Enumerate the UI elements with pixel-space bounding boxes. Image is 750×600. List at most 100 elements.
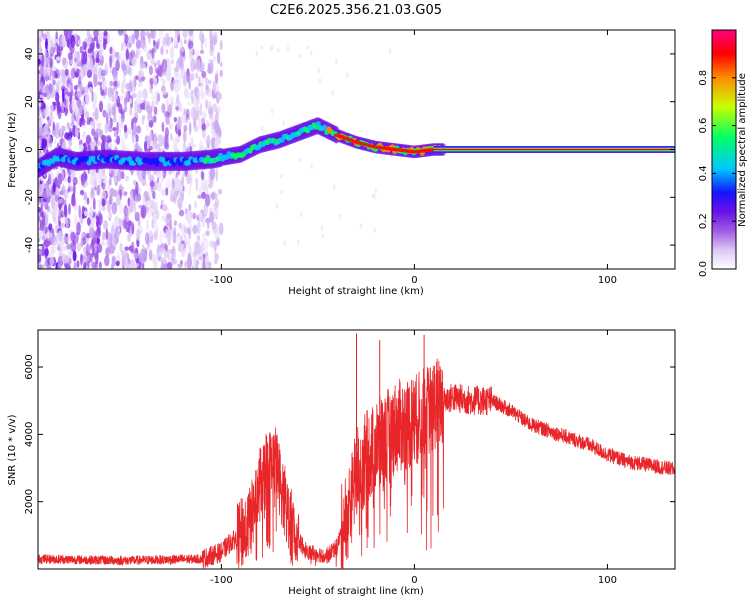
noise-blob [121, 110, 125, 123]
noise-blob [122, 66, 128, 76]
noise-blob [102, 109, 107, 118]
noise-blob [184, 260, 187, 269]
noise-blob [169, 96, 175, 103]
noise-blob [124, 34, 129, 44]
noise-blob [73, 261, 77, 269]
noise-blob [45, 52, 50, 60]
noise-blob [94, 108, 98, 120]
noise-blob [175, 233, 181, 246]
noise-blob [109, 243, 115, 255]
noise-blob [93, 72, 98, 83]
noise-blob [84, 173, 88, 181]
noise-blob [309, 50, 313, 56]
snr-ytick-label: 2000 [24, 489, 35, 514]
noise-blob [207, 79, 212, 85]
noise-blob [64, 108, 69, 114]
noise-blob [109, 55, 113, 68]
noise-blob [109, 187, 115, 197]
noise-blob [70, 67, 76, 79]
noise-blob [121, 254, 127, 268]
noise-blob [70, 198, 77, 207]
noise-blob [66, 243, 71, 250]
noise-blob [125, 221, 129, 233]
noise-blob [64, 133, 68, 140]
noise-blob [117, 30, 124, 36]
noise-blob [85, 134, 91, 145]
noise-blob [141, 169, 147, 180]
noise-blob [145, 31, 151, 36]
noise-blob [212, 80, 216, 92]
noise-blob [193, 87, 199, 97]
noise-blob [131, 222, 135, 235]
noise-blob [170, 60, 174, 64]
noise-blob [107, 33, 111, 44]
noise-blob [101, 69, 108, 75]
noise-blob [176, 93, 180, 104]
noise-blob [62, 88, 65, 103]
spectrogram-ytick-label: 0 [24, 146, 35, 152]
noise-blob [68, 30, 73, 36]
noise-blob [64, 235, 67, 245]
noise-blob [81, 232, 85, 239]
snr-panel: -100 0 100 2000 4000 6000 Height of straight … [7, 329, 676, 597]
noise-blob [205, 139, 211, 144]
noise-blob [298, 53, 301, 59]
noise-blob [170, 133, 173, 141]
ridge-peak [177, 160, 183, 167]
noise-blob [209, 211, 215, 224]
colorbar-tick-label: 0.6 [698, 118, 709, 134]
noise-blob [141, 262, 145, 269]
noise-blob [148, 229, 154, 237]
noise-blob [140, 38, 146, 49]
noise-blob [82, 109, 85, 120]
noise-blob [38, 229, 43, 239]
noise-blob [201, 110, 207, 120]
noise-blob [163, 110, 170, 118]
noise-blob [148, 145, 153, 151]
noise-blob [104, 255, 110, 267]
noise-blob [101, 190, 107, 200]
noise-blob [218, 134, 222, 145]
noise-blob [124, 175, 130, 182]
noise-blob [63, 204, 68, 218]
noise-blob [67, 175, 72, 184]
noise-blob [182, 172, 186, 177]
noise-blob [49, 117, 53, 124]
noise-blob [157, 65, 163, 77]
noise-blob [160, 199, 164, 207]
noise-blob [50, 245, 55, 256]
noise-blob [271, 108, 274, 114]
noise-blob [52, 66, 58, 71]
noise-blob [187, 101, 192, 106]
noise-blob [49, 256, 55, 266]
noise-blob [156, 59, 161, 67]
noise-blob [200, 171, 205, 181]
noise-blob [145, 232, 149, 245]
noise-blob [181, 176, 185, 186]
noise-blob [158, 251, 163, 257]
noise-blob [197, 194, 202, 199]
noise-blob [346, 72, 349, 78]
noise-blob [44, 248, 49, 257]
noise-blob [183, 108, 186, 115]
noise-blob [55, 186, 60, 196]
noise-blob [104, 62, 109, 77]
noise-blob [172, 137, 178, 148]
noise-blob [38, 58, 41, 65]
noise-blob [102, 231, 106, 241]
noise-blob [331, 90, 334, 96]
noise-blob [216, 104, 222, 114]
noise-blob [103, 174, 107, 181]
noise-blob [97, 199, 102, 204]
noise-blob [189, 73, 195, 81]
noise-blob [197, 90, 201, 95]
noise-blob [69, 178, 74, 193]
noise-blob [153, 230, 158, 241]
noise-blob [61, 70, 65, 79]
noise-blob [162, 63, 167, 76]
colorbar-tick-label: 0.0 [698, 261, 709, 277]
noise-blob [194, 86, 200, 101]
noise-blob [41, 246, 45, 257]
noise-blob [120, 172, 125, 179]
noise-blob [209, 38, 214, 51]
